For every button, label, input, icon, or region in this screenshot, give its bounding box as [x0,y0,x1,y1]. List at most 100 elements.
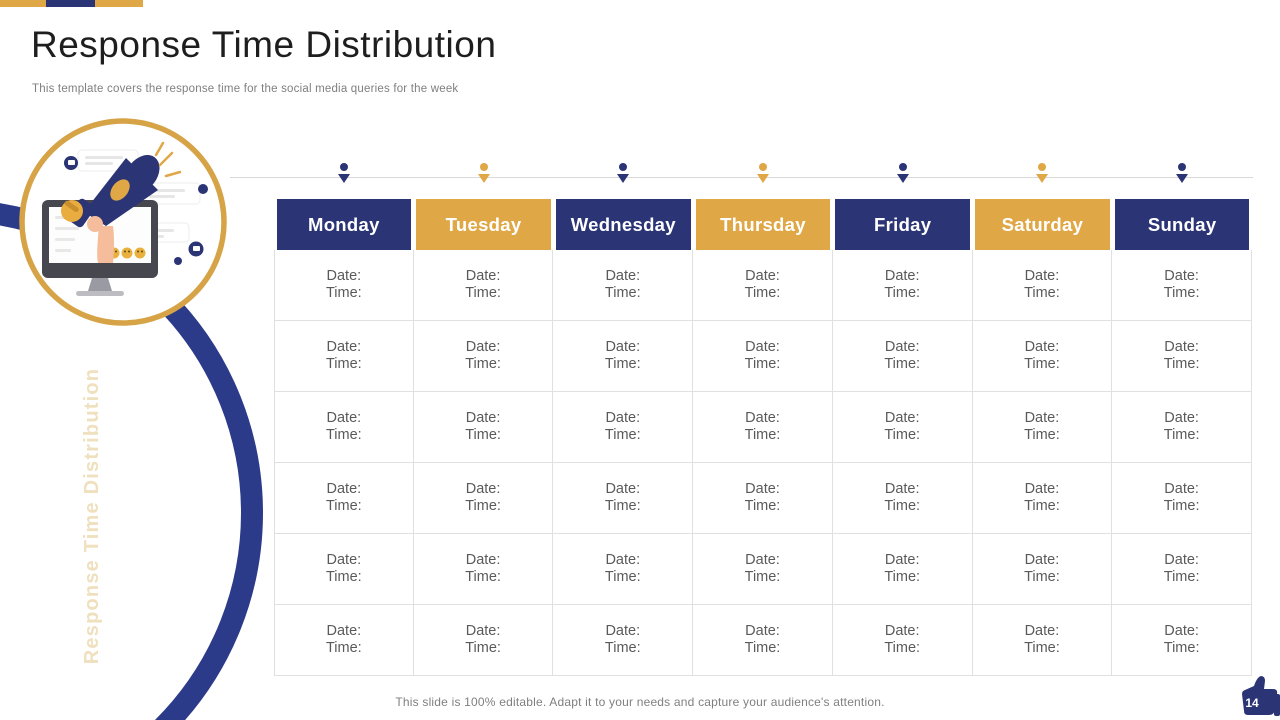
day-header-label: Sunday [1114,199,1250,250]
date-label: Date: [1164,339,1199,355]
marker-tuesday [477,163,491,183]
table-cell-saturday-row3[interactable]: Date: Time: [972,392,1113,463]
table-cell-wednesday-row6[interactable]: Date: Time: [553,605,694,676]
date-label: Date: [326,623,362,639]
time-label: Time: [465,285,501,301]
table-cell-wednesday-row3[interactable]: Date: Time: [553,392,694,463]
table-cell-saturday-row4[interactable]: Date: Time: [972,463,1113,534]
marker-monday [337,163,351,183]
table-cell-monday-row1[interactable]: Date: Time: [274,250,414,321]
date-label: Date: [465,623,501,639]
time-label: Time: [604,640,641,656]
table-cell-friday-row6[interactable]: Date: Time: [832,605,973,676]
table-cell-tuesday-row3[interactable]: Date: Time: [413,392,554,463]
table-cell-tuesday-row4[interactable]: Date: Time: [413,463,554,534]
marker-arrow-icon [1176,174,1189,183]
footer-note: This slide is 100% editable. Adapt it to… [395,695,885,709]
time-label: Time: [1024,498,1060,514]
time-label: Time: [604,569,641,585]
date-label: Date: [884,552,920,568]
table-cell-tuesday-row2[interactable]: Date: Time: [413,321,554,392]
table-cell-thursday-row4[interactable]: Date: Time: [693,463,833,534]
table-cell-friday-row2[interactable]: Date: Time: [832,321,973,392]
marker-dot-icon [898,163,907,171]
marker-arrow-icon [477,174,490,183]
time-label: Time: [884,569,921,585]
marker-dot-icon [759,163,767,171]
date-label: Date: [745,552,780,568]
table-cell-sunday-row3[interactable]: Date: Time: [1112,392,1252,463]
table-cell-friday-row5[interactable]: Date: Time: [832,534,973,605]
time-label: Time: [744,498,781,514]
table-cell-sunday-row6[interactable]: Date: Time: [1112,605,1252,676]
table-cell-wednesday-row2[interactable]: Date: Time: [553,321,694,392]
table-cell-tuesday-row1[interactable]: Date: Time: [413,250,554,321]
table-cell-thursday-row3[interactable]: Date: Time: [693,392,833,463]
day-header-saturday: Saturday [973,199,1113,250]
table-cell-thursday-row1[interactable]: Date: Time: [693,250,833,321]
table-cell-saturday-row6[interactable]: Date: Time: [972,605,1113,676]
side-vertical-label: Response Time Distribution [81,367,103,665]
table-cell-sunday-row2[interactable]: Date: Time: [1112,321,1252,392]
date-label: Date: [1164,268,1199,284]
date-label: Date: [605,410,641,426]
table-cell-tuesday-row5[interactable]: Date: Time: [413,534,554,605]
table-cell-sunday-row4[interactable]: Date: Time: [1112,463,1252,534]
table-cell-monday-row4[interactable]: Date: Time: [274,463,414,534]
marker-arrow-icon [617,174,630,183]
table-cell-sunday-row5[interactable]: Date: Time: [1112,534,1252,605]
date-label: Date: [465,552,501,568]
time-label: Time: [744,569,781,585]
table-cell-wednesday-row5[interactable]: Date: Time: [553,534,694,605]
marker-arrow-icon [1036,174,1049,183]
marker-sunday [1175,163,1189,183]
table-cell-friday-row4[interactable]: Date: Time: [832,463,973,534]
page-number: 14 [1245,696,1259,710]
time-label: Time: [744,356,781,372]
thumbs-up-icon: 14 [1242,676,1280,716]
table-cell-saturday-row2[interactable]: Date: Time: [972,321,1113,392]
time-label: Time: [325,285,362,301]
date-label: Date: [1024,339,1060,355]
day-header-thursday: Thursday [693,199,833,250]
date-label: Date: [465,481,501,497]
megaphone-monitor-illustration-icon [42,141,208,296]
table-cell-tuesday-row6[interactable]: Date: Time: [413,605,554,676]
time-label: Time: [1024,285,1060,301]
table-cell-sunday-row1[interactable]: Date: Time: [1112,250,1252,321]
date-label: Date: [605,481,641,497]
table-cell-wednesday-row1[interactable]: Date: Time: [553,250,694,321]
time-label: Time: [604,427,641,443]
table-cell-monday-row6[interactable]: Date: Time: [274,605,414,676]
table-cell-thursday-row2[interactable]: Date: Time: [693,321,833,392]
time-label: Time: [884,640,921,656]
marker-wednesday [616,163,630,183]
marker-arrow-icon [337,174,350,183]
date-label: Date: [884,623,920,639]
top-accent-bars [0,0,143,7]
table-cell-saturday-row1[interactable]: Date: Time: [972,250,1113,321]
table-cell-monday-row5[interactable]: Date: Time: [274,534,414,605]
accent-bar-gold-1 [0,0,46,7]
time-label: Time: [1024,569,1060,585]
table-cell-monday-row3[interactable]: Date: Time: [274,392,414,463]
table-cell-wednesday-row4[interactable]: Date: Time: [553,463,694,534]
table-cell-friday-row1[interactable]: Date: Time: [832,250,973,321]
time-label: Time: [325,640,362,656]
date-label: Date: [1024,268,1060,284]
time-label: Time: [1024,356,1060,372]
table-cell-saturday-row5[interactable]: Date: Time: [972,534,1113,605]
day-header-tuesday: Tuesday [414,199,554,250]
accent-bar-gold-2 [95,0,143,7]
table-cell-monday-row2[interactable]: Date: Time: [274,321,414,392]
day-header-wednesday: Wednesday [553,199,693,250]
table-cell-thursday-row5[interactable]: Date: Time: [693,534,833,605]
day-header-label: Thursday [695,199,831,250]
table-cell-thursday-row6[interactable]: Date: Time: [693,605,833,676]
day-header-sunday: Sunday [1112,199,1252,250]
day-header-label: Monday [276,199,412,250]
table-cell-friday-row3[interactable]: Date: Time: [832,392,973,463]
time-label: Time: [325,498,362,514]
time-label: Time: [1163,569,1200,585]
time-label: Time: [1163,356,1200,372]
